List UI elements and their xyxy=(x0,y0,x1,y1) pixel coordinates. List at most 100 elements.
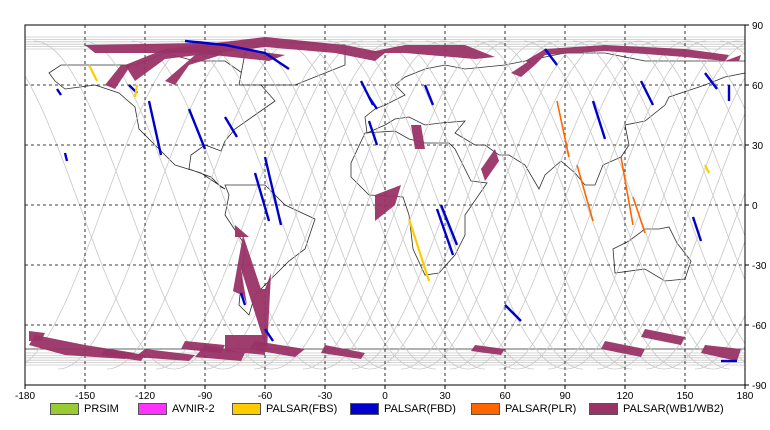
latitude-tick-labels: 90 60 30 0 -30 -60 -90 xyxy=(745,21,767,392)
orbit-track xyxy=(376,40,745,370)
fbd-swath xyxy=(63,152,69,162)
legend-label-palsar-plr: PALSAR(PLR) xyxy=(505,403,577,415)
wb-swath xyxy=(471,345,505,355)
y-tick-label: -30 xyxy=(752,261,767,272)
plr-swath xyxy=(620,156,634,226)
wb-swath xyxy=(481,149,499,181)
legend-swatch-palsar-fbd xyxy=(350,403,379,415)
y-tick-label: -90 xyxy=(752,381,767,392)
y-tick-label: 0 xyxy=(752,201,758,212)
orbit-track xyxy=(645,191,745,370)
x-tick-label: 120 xyxy=(617,391,634,402)
fbd-swath xyxy=(147,100,163,156)
wb-swath xyxy=(321,345,365,359)
orbit-track xyxy=(547,40,745,370)
orbit-track xyxy=(253,40,633,370)
orbit-track xyxy=(670,40,745,152)
legend-swatch-avnir2 xyxy=(138,403,167,415)
plr-swath xyxy=(576,164,594,222)
wb-swath xyxy=(105,65,131,89)
landmass xyxy=(224,184,316,316)
x-tick-label: -150 xyxy=(75,391,95,402)
legend-item-palsar-plr: PALSAR(PLR) xyxy=(471,403,576,415)
orbit-track xyxy=(302,40,682,370)
fbd-swath xyxy=(704,72,718,90)
fbd-swath xyxy=(184,39,290,70)
fbd-swath xyxy=(239,292,247,306)
y-tick-label: -60 xyxy=(752,321,767,332)
x-tick-label: 60 xyxy=(499,391,511,402)
landmass xyxy=(612,226,692,282)
fbd-swath xyxy=(367,120,379,146)
orbit-track xyxy=(523,40,745,370)
y-tick-label: 30 xyxy=(752,141,764,152)
y-tick-label: 60 xyxy=(752,81,764,92)
wb-swath xyxy=(411,125,425,149)
legend-item-palsar-fbd: PALSAR(FBD) xyxy=(350,403,456,415)
orbit-track xyxy=(572,40,745,363)
wb-swath xyxy=(525,45,729,65)
legend-item-avnir2: AVNIR-2 xyxy=(138,403,215,415)
x-tick-label: -60 xyxy=(258,391,273,402)
wb-swath xyxy=(641,329,685,345)
orbit-track xyxy=(82,40,462,370)
fbd-swath xyxy=(439,204,459,246)
orbit-track xyxy=(25,40,388,370)
wb-swath xyxy=(101,349,145,361)
fbd-swath xyxy=(264,328,274,342)
orbit-track xyxy=(449,40,745,370)
wb-swath xyxy=(181,341,225,353)
fbs-swath xyxy=(88,64,98,82)
x-tick-label: -120 xyxy=(135,391,155,402)
legend-label-palsar-fbd: PALSAR(FBD) xyxy=(384,403,456,415)
wb-swath xyxy=(701,345,741,361)
fbd-swath xyxy=(253,172,271,222)
sensor-legend: PRSIM AVNIR-2 PALSAR(FBS) PALSAR(FBD) PA… xyxy=(0,401,770,421)
wb-swath xyxy=(511,61,535,77)
landmass xyxy=(350,130,488,276)
wb-swath xyxy=(235,225,249,237)
legend-label-prsim: PRSIM xyxy=(84,403,119,415)
orbit-track xyxy=(425,40,745,370)
orbit-track xyxy=(351,40,731,370)
legend-item-prsim: PRSIM xyxy=(50,403,119,415)
wb-swath xyxy=(233,205,271,351)
legend-item-palsar-fbs: PALSAR(FBS) xyxy=(232,403,337,415)
orbit-track xyxy=(327,40,707,370)
fbs-swath xyxy=(133,84,139,98)
orbit-track xyxy=(33,40,413,370)
wb-swath xyxy=(365,45,495,59)
orbit-track xyxy=(229,40,609,370)
plr-swath xyxy=(632,196,646,234)
wb-swath xyxy=(125,37,385,81)
longitude-tick-labels: -180 -150 -120 -90 -60 -30 0 30 60 90 120 150 180 xyxy=(15,385,754,402)
fbd-swath xyxy=(691,216,703,242)
fbd-swath xyxy=(187,108,207,150)
x-tick-label: -90 xyxy=(198,391,213,402)
wb-swath xyxy=(601,341,645,357)
orbit-track xyxy=(25,40,364,370)
x-tick-label: -30 xyxy=(318,391,333,402)
legend-swatch-palsar-fbs xyxy=(232,403,261,415)
fbd-swath xyxy=(544,48,558,66)
fbs-swath xyxy=(704,164,710,174)
fbd-swath xyxy=(368,96,378,110)
legend-label-palsar-fbs: PALSAR(FBS) xyxy=(266,403,338,415)
legend-label-avnir2: AVNIR-2 xyxy=(172,403,215,415)
legend-swatch-prsim xyxy=(50,403,79,415)
wb-swath xyxy=(165,47,225,85)
fbd-swath xyxy=(435,208,455,256)
x-tick-label: 30 xyxy=(439,391,451,402)
orbit-track xyxy=(278,40,658,370)
legend-swatch-palsar-wb xyxy=(589,403,618,415)
x-tick-label: 180 xyxy=(737,391,754,402)
orbit-track xyxy=(474,40,745,370)
x-tick-label: 90 xyxy=(559,391,571,402)
fbd-swath xyxy=(223,116,239,138)
wb-swath xyxy=(135,349,195,361)
wb-swath xyxy=(225,335,265,355)
fbd-swath xyxy=(639,80,655,106)
x-tick-label: -180 xyxy=(15,391,35,402)
orbit-track xyxy=(596,76,745,370)
